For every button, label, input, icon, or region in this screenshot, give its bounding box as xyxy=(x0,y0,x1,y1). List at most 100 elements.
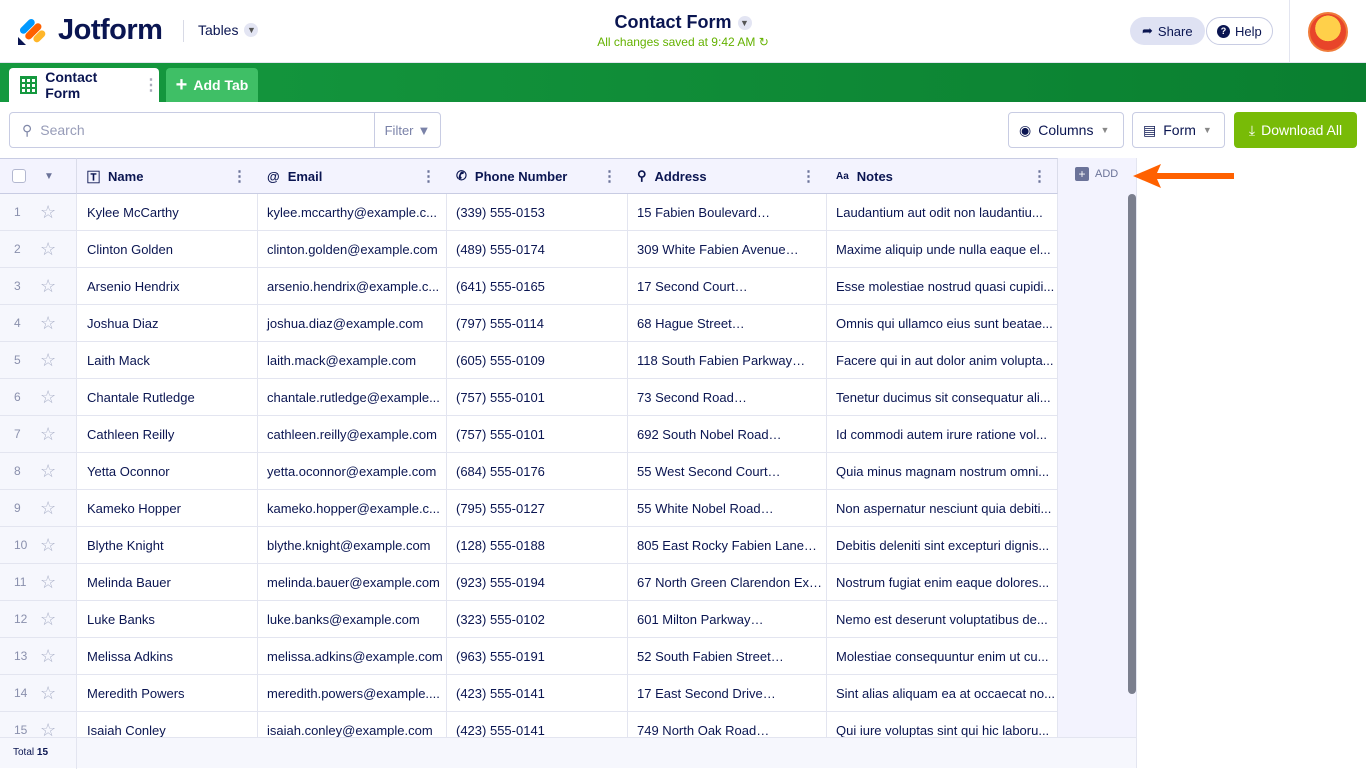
table-cell-address[interactable]: 15 Fabien Boulevard… xyxy=(627,194,827,231)
table-cell-name[interactable]: Yetta Oconnor xyxy=(77,453,258,490)
table-cell-email[interactable]: blythe.knight@example.com xyxy=(257,527,447,564)
table-cell-name[interactable]: Cathleen Reilly xyxy=(77,416,258,453)
table-cell-address[interactable]: 118 South Fabien Parkway… xyxy=(627,342,827,379)
share-button[interactable]: ➦ Share xyxy=(1130,17,1205,45)
table-cell-notes[interactable]: Id commodi autem irure ratione vol... xyxy=(826,416,1058,453)
column-header-email[interactable]: @ Email ⋮ xyxy=(257,158,447,194)
table-cell-name[interactable]: Meredith Powers xyxy=(77,675,258,712)
table-cell-name[interactable]: Melissa Adkins xyxy=(77,638,258,675)
star-icon[interactable]: ☆ xyxy=(40,349,57,370)
column-header-address[interactable]: ⚲ Address ⋮ xyxy=(627,158,827,194)
table-cell-address[interactable]: 73 Second Road… xyxy=(627,379,827,416)
table-cell-address[interactable]: 52 South Fabien Street… xyxy=(627,638,827,675)
table-cell-name[interactable]: Blythe Knight xyxy=(77,527,258,564)
table-cell-notes[interactable]: Quia minus magnam nostrum omni... xyxy=(826,453,1058,490)
table-cell-email[interactable]: joshua.diaz@example.com xyxy=(257,305,447,342)
table-cell-email[interactable]: cathleen.reilly@example.com xyxy=(257,416,447,453)
table-cell-phone-number[interactable]: (923) 555-0194 xyxy=(446,564,628,601)
table-cell-notes[interactable]: Debitis deleniti sint excepturi dignis..… xyxy=(826,527,1058,564)
table-cell-email[interactable]: kameko.hopper@example.c... xyxy=(257,490,447,527)
table-cell-name[interactable]: Chantale Rutledge xyxy=(77,379,258,416)
chevron-down-icon[interactable]: ▼ xyxy=(44,170,54,182)
more-vertical-icon[interactable]: ⋮ xyxy=(1032,168,1047,185)
table-cell-name[interactable]: Joshua Diaz xyxy=(77,305,258,342)
table-cell-phone-number[interactable]: (797) 555-0114 xyxy=(446,305,628,342)
table-cell-address[interactable]: 68 Hague Street… xyxy=(627,305,827,342)
table-cell-phone-number[interactable]: (323) 555-0102 xyxy=(446,601,628,638)
table-cell-name[interactable]: Luke Banks xyxy=(77,601,258,638)
star-icon[interactable]: ☆ xyxy=(40,497,57,518)
tab-contact-form[interactable]: Contact Form ⋮ xyxy=(9,68,159,102)
table-cell-email[interactable]: luke.banks@example.com xyxy=(257,601,447,638)
table-cell-email[interactable]: melissa.adkins@example.com xyxy=(257,638,447,675)
table-cell-phone-number[interactable]: (757) 555-0101 xyxy=(446,416,628,453)
table-cell-name[interactable]: Clinton Golden xyxy=(77,231,258,268)
column-header-notes[interactable]: Aa Notes ⋮ xyxy=(826,158,1058,194)
table-cell-address[interactable]: 805 East Rocky Fabien Lane… xyxy=(627,527,827,564)
more-vertical-icon[interactable]: ⋮ xyxy=(801,168,816,185)
table-cell-email[interactable]: meredith.powers@example.... xyxy=(257,675,447,712)
table-cell-address[interactable]: 692 South Nobel Road… xyxy=(627,416,827,453)
table-cell-name[interactable]: Kylee McCarthy xyxy=(77,194,258,231)
star-icon[interactable]: ☆ xyxy=(40,682,57,703)
more-vertical-icon[interactable]: ⋮ xyxy=(143,77,159,94)
star-icon[interactable]: ☆ xyxy=(40,719,57,740)
table-cell-email[interactable]: yetta.oconnor@example.com xyxy=(257,453,447,490)
table-cell-notes[interactable]: Maxime aliquip unde nulla eaque el... xyxy=(826,231,1058,268)
table-cell-notes[interactable]: Molestiae consequuntur enim ut cu... xyxy=(826,638,1058,675)
table-cell-notes[interactable]: Nemo est deserunt voluptatibus de... xyxy=(826,601,1058,638)
star-icon[interactable]: ☆ xyxy=(40,534,57,555)
table-cell-phone-number[interactable]: (963) 555-0191 xyxy=(446,638,628,675)
table-cell-phone-number[interactable]: (128) 555-0188 xyxy=(446,527,628,564)
table-cell-phone-number[interactable]: (605) 555-0109 xyxy=(446,342,628,379)
table-cell-email[interactable]: chantale.rutledge@example... xyxy=(257,379,447,416)
star-icon[interactable]: ☆ xyxy=(40,645,57,666)
table-cell-notes[interactable]: Esse molestiae nostrud quasi cupidi... xyxy=(826,268,1058,305)
star-icon[interactable]: ☆ xyxy=(40,275,57,296)
table-cell-address[interactable]: 309 White Fabien Avenue… xyxy=(627,231,827,268)
table-cell-phone-number[interactable]: (795) 555-0127 xyxy=(446,490,628,527)
column-header-name[interactable]: 🅃 Name ⋮ xyxy=(77,158,258,194)
help-button[interactable]: ? Help xyxy=(1206,17,1273,45)
star-icon[interactable]: ☆ xyxy=(40,238,57,259)
table-cell-notes[interactable]: Omnis qui ullamco eius sunt beatae... xyxy=(826,305,1058,342)
table-cell-name[interactable]: Melinda Bauer xyxy=(77,564,258,601)
form-title[interactable]: Contact Form ▼ xyxy=(615,12,752,33)
table-cell-email[interactable]: clinton.golden@example.com xyxy=(257,231,447,268)
table-cell-email[interactable]: melinda.bauer@example.com xyxy=(257,564,447,601)
filter-button[interactable]: Filter ▼ xyxy=(374,113,440,147)
more-vertical-icon[interactable]: ⋮ xyxy=(421,168,436,185)
star-icon[interactable]: ☆ xyxy=(40,312,57,333)
search-input[interactable] xyxy=(40,122,361,138)
table-cell-email[interactable]: kylee.mccarthy@example.c... xyxy=(257,194,447,231)
app-switcher[interactable]: Tables ▼ xyxy=(198,22,259,38)
add-tab-button[interactable]: + Add Tab xyxy=(166,68,258,102)
vertical-scrollbar[interactable] xyxy=(1128,194,1136,694)
table-cell-notes[interactable]: Laudantium aut odit non laudantiu... xyxy=(826,194,1058,231)
star-icon[interactable]: ☆ xyxy=(40,386,57,407)
star-icon[interactable]: ☆ xyxy=(40,423,57,444)
table-cell-address[interactable]: 17 East Second Drive… xyxy=(627,675,827,712)
table-cell-name[interactable]: Laith Mack xyxy=(77,342,258,379)
add-column-button[interactable]: + ADD xyxy=(1075,167,1118,181)
table-cell-phone-number[interactable]: (489) 555-0174 xyxy=(446,231,628,268)
table-cell-email[interactable]: laith.mack@example.com xyxy=(257,342,447,379)
table-cell-phone-number[interactable]: (757) 555-0101 xyxy=(446,379,628,416)
table-cell-phone-number[interactable]: (423) 555-0141 xyxy=(446,675,628,712)
table-cell-address[interactable]: 55 White Nobel Road… xyxy=(627,490,827,527)
star-icon[interactable]: ☆ xyxy=(40,571,57,592)
table-cell-address[interactable]: 55 West Second Court… xyxy=(627,453,827,490)
table-cell-phone-number[interactable]: (641) 555-0165 xyxy=(446,268,628,305)
columns-button[interactable]: ◉ Columns ▼ xyxy=(1008,112,1124,148)
select-all-checkbox[interactable] xyxy=(12,169,26,183)
table-cell-address[interactable]: 601 Milton Parkway… xyxy=(627,601,827,638)
jotform-logo[interactable]: Jotform xyxy=(18,14,163,47)
table-cell-email[interactable]: arsenio.hendrix@example.c... xyxy=(257,268,447,305)
table-cell-address[interactable]: 17 Second Court… xyxy=(627,268,827,305)
more-vertical-icon[interactable]: ⋮ xyxy=(232,168,247,185)
star-icon[interactable]: ☆ xyxy=(40,201,57,222)
table-cell-address[interactable]: 67 North Green Clarendon Ex… xyxy=(627,564,827,601)
star-icon[interactable]: ☆ xyxy=(40,460,57,481)
column-header-phone-number[interactable]: ✆ Phone Number ⋮ xyxy=(446,158,628,194)
star-icon[interactable]: ☆ xyxy=(40,608,57,629)
